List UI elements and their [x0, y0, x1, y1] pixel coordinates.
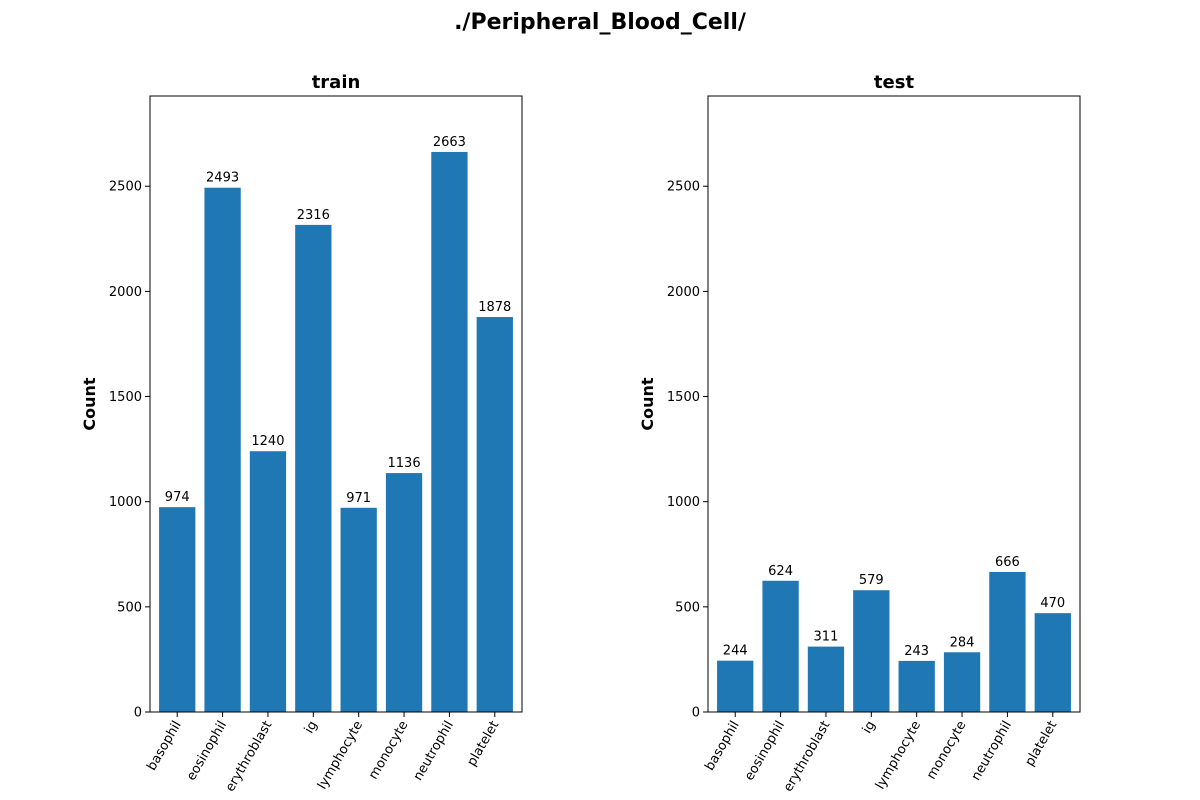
- x-tick-label: neutrophil: [411, 719, 457, 784]
- x-tick-label: basophil: [144, 719, 184, 774]
- data-label: 974: [165, 490, 190, 505]
- y-tick-label: 500: [675, 600, 700, 615]
- data-label: 666: [995, 555, 1020, 570]
- axes-frame: [707, 95, 1081, 713]
- data-label: 971: [346, 491, 371, 506]
- y-tick-label: 500: [117, 600, 142, 615]
- x-tick-label: basophil: [702, 719, 742, 774]
- x-tick-label: neutrophil: [969, 719, 1015, 784]
- data-label: 2493: [206, 171, 239, 186]
- x-tick-label: monocyte: [366, 719, 411, 783]
- figure-title: ./Peripheral_Blood_Cell/: [454, 10, 746, 35]
- bar-eosinophil: [762, 580, 799, 712]
- subplot-train: train Count 974 2493 1240 2316 971 1136 2663 1878…: [80, 72, 523, 795]
- data-label: 1240: [251, 434, 284, 449]
- y-tick-label: 2000: [109, 285, 142, 300]
- x-tick-label: lymphocyte: [873, 719, 924, 793]
- data-label: 1878: [478, 300, 511, 315]
- subplot-test: test Count 244 624 311 579 243 284 666 470 0 500 100…: [638, 72, 1081, 795]
- data-label: 1136: [388, 456, 421, 471]
- y-tick-label: 2000: [667, 285, 700, 300]
- y-tick-label: 2500: [667, 180, 700, 195]
- data-label: 311: [814, 630, 839, 645]
- x-tick-label: ig: [860, 719, 879, 737]
- bar-neutrophil: [431, 151, 468, 713]
- panel-title: test: [874, 72, 915, 93]
- y-tick-label: 0: [692, 706, 700, 721]
- bar-basophil: [717, 660, 754, 712]
- y-axis-label: Count: [80, 377, 99, 431]
- data-label: 284: [950, 635, 975, 650]
- bar-ig: [295, 224, 332, 712]
- data-label: 579: [859, 573, 884, 588]
- bar-platelet: [1034, 613, 1071, 712]
- bar-platelet: [476, 317, 513, 712]
- y-tick-label: 1500: [667, 390, 700, 405]
- bar-monocyte: [943, 652, 981, 712]
- data-label: 2663: [433, 135, 466, 150]
- y-axis-label: Count: [638, 377, 657, 431]
- y-tick-label: 1000: [109, 495, 142, 510]
- bar-neutrophil: [989, 571, 1026, 712]
- y-tick-label: 0: [134, 706, 142, 721]
- y-tick-label: 1000: [667, 495, 700, 510]
- data-label: 624: [768, 564, 793, 579]
- x-tick-label: eosinophil: [742, 719, 788, 784]
- bar-ig: [853, 590, 890, 712]
- y-tick-label: 2500: [109, 180, 142, 195]
- bar-lymphocyte: [340, 507, 377, 712]
- y-tick-label: 1500: [109, 390, 142, 405]
- x-tick-label: lymphocyte: [315, 719, 366, 793]
- data-label: 244: [723, 644, 748, 659]
- axes-frame: [149, 95, 523, 713]
- x-tick-label: eosinophil: [184, 719, 230, 784]
- x-tick-label: monocyte: [924, 719, 969, 783]
- data-label: 470: [1040, 596, 1065, 611]
- bar-lymphocyte: [898, 660, 935, 712]
- x-tick-label: ig: [302, 719, 321, 737]
- x-tick-label: erythroblast: [223, 719, 276, 795]
- x-tick-label: erythroblast: [781, 719, 834, 795]
- bar-erythroblast: [807, 646, 845, 712]
- bar-erythroblast: [249, 451, 287, 712]
- bar-monocyte: [385, 473, 423, 712]
- bar-basophil: [159, 507, 196, 712]
- x-tick-label: platelet: [464, 719, 502, 769]
- data-label: 2316: [297, 208, 330, 223]
- data-label: 243: [904, 644, 929, 659]
- x-tick-label: platelet: [1022, 719, 1060, 769]
- panel-title: train: [312, 72, 361, 93]
- bar-eosinophil: [204, 187, 241, 713]
